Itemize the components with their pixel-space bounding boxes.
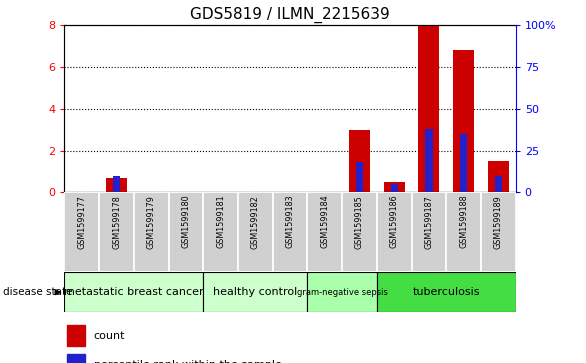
Text: metastatic breast cancer: metastatic breast cancer <box>64 287 204 297</box>
Bar <box>377 192 411 272</box>
Bar <box>113 176 120 192</box>
Text: GSM1599181: GSM1599181 <box>216 195 225 248</box>
Text: GSM1599182: GSM1599182 <box>251 195 260 249</box>
Bar <box>390 184 398 192</box>
Bar <box>169 192 203 272</box>
Text: GSM1599178: GSM1599178 <box>112 195 121 249</box>
Bar <box>99 192 134 272</box>
Text: GSM1599179: GSM1599179 <box>146 195 156 249</box>
Bar <box>64 192 99 272</box>
Bar <box>377 272 516 312</box>
Bar <box>106 178 127 192</box>
Title: GDS5819 / ILMN_2215639: GDS5819 / ILMN_2215639 <box>190 7 390 23</box>
Text: GSM1599177: GSM1599177 <box>77 195 86 249</box>
Bar <box>238 192 272 272</box>
Text: gram-negative sepsis: gram-negative sepsis <box>297 288 387 297</box>
Bar <box>349 130 370 192</box>
Bar <box>67 325 85 346</box>
Text: GSM1599188: GSM1599188 <box>459 195 468 248</box>
Bar <box>495 176 502 192</box>
Text: GSM1599180: GSM1599180 <box>182 195 190 248</box>
Text: count: count <box>94 331 125 341</box>
Bar <box>308 192 342 272</box>
Bar <box>488 161 509 192</box>
Text: GSM1599183: GSM1599183 <box>285 195 295 248</box>
Bar <box>203 272 308 312</box>
Text: GSM1599184: GSM1599184 <box>321 195 329 248</box>
Bar <box>481 192 516 272</box>
Bar <box>272 192 308 272</box>
Bar <box>342 192 377 272</box>
Text: GSM1599185: GSM1599185 <box>355 195 364 249</box>
Bar <box>453 50 474 192</box>
Bar <box>425 129 432 192</box>
Text: tuberculosis: tuberculosis <box>413 287 480 297</box>
Bar <box>67 354 85 363</box>
Text: GSM1599187: GSM1599187 <box>424 195 434 249</box>
Bar <box>411 192 447 272</box>
Bar <box>203 192 238 272</box>
Text: disease state: disease state <box>3 287 73 297</box>
Text: GSM1599186: GSM1599186 <box>390 195 398 248</box>
Bar <box>356 162 363 192</box>
Bar <box>384 182 404 192</box>
Bar <box>418 25 440 192</box>
Text: healthy control: healthy control <box>213 287 298 297</box>
Bar <box>308 272 377 312</box>
Text: percentile rank within the sample: percentile rank within the sample <box>94 360 282 363</box>
Text: GSM1599189: GSM1599189 <box>494 195 503 249</box>
Bar <box>64 272 203 312</box>
Bar <box>134 192 169 272</box>
Bar <box>460 134 467 192</box>
Bar <box>447 192 481 272</box>
